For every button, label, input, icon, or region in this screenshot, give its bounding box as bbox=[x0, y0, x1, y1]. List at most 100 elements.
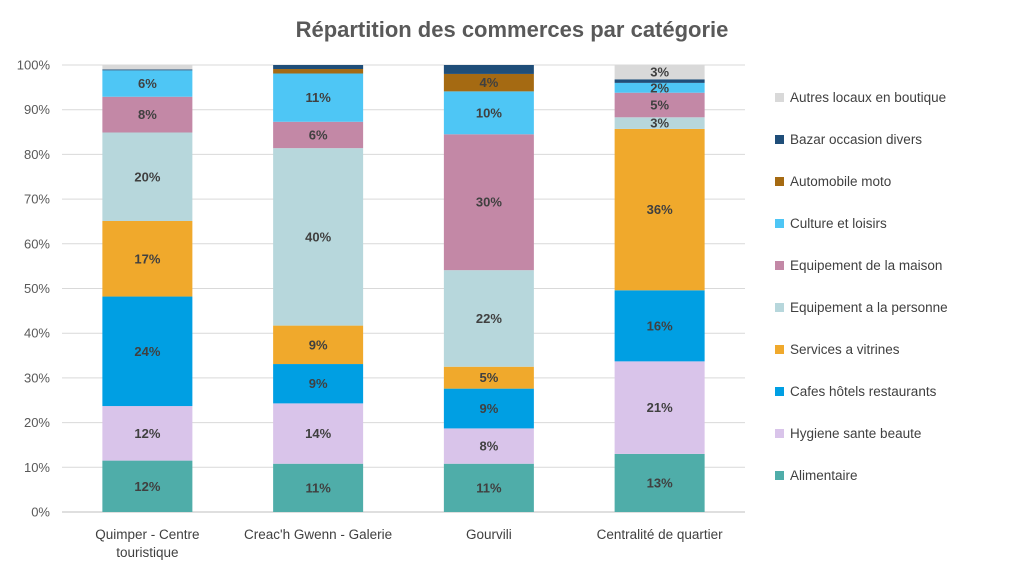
bar-segment-services-a-vitrines bbox=[443, 366, 534, 389]
legend-item-equipement-de-la-maison: Equipement de la maison bbox=[775, 258, 942, 273]
legend-label: Equipement a la personne bbox=[790, 300, 948, 315]
legend-label: Automobile moto bbox=[790, 174, 891, 189]
data-label: 10% bbox=[476, 105, 502, 120]
bar-segment-hygiene-sante-beaute bbox=[102, 406, 193, 461]
legend-item-services-a-vitrines: Services a vitrines bbox=[775, 342, 900, 357]
legend-label: Culture et loisirs bbox=[790, 216, 887, 231]
legend-swatch bbox=[775, 135, 784, 144]
y-tick-label: 30% bbox=[24, 370, 50, 385]
legend-swatch bbox=[775, 261, 784, 270]
bar-segment-equipement-de-la-maison bbox=[102, 96, 193, 133]
x-category-label: Centralité de quartier bbox=[597, 527, 724, 542]
bar-segment-alimentaire bbox=[273, 463, 364, 512]
legend-item-hygiene-sante-beaute: Hygiene sante beaute bbox=[775, 426, 921, 441]
data-label: 36% bbox=[647, 202, 673, 217]
x-category-label: Creac'h Gwenn - Galerie bbox=[244, 527, 392, 542]
data-label: 5% bbox=[650, 98, 669, 113]
data-label: 21% bbox=[647, 400, 673, 415]
legend-swatch bbox=[775, 219, 784, 228]
legend-label: Autres locaux en boutique bbox=[790, 90, 946, 105]
bar-segment-services-a-vitrines bbox=[614, 128, 705, 291]
bar-segment-equipement-de-la-maison bbox=[443, 134, 534, 271]
data-label: 11% bbox=[305, 90, 331, 105]
y-tick-label: 40% bbox=[24, 326, 50, 341]
data-label: 9% bbox=[479, 401, 498, 416]
bar-segment-alimentaire bbox=[102, 460, 193, 512]
bar-segment-alimentaire bbox=[614, 453, 705, 512]
legend-label: Bazar occasion divers bbox=[790, 132, 922, 147]
y-tick-label: 70% bbox=[24, 192, 50, 207]
legend-label: Services a vitrines bbox=[790, 342, 900, 357]
bar-segment-automobile-moto bbox=[443, 73, 534, 92]
bar-segment-services-a-vitrines bbox=[273, 325, 364, 365]
data-label: 20% bbox=[134, 169, 160, 184]
data-label: 24% bbox=[134, 344, 160, 359]
data-label: 9% bbox=[309, 376, 328, 391]
legend-label: Hygiene sante beaute bbox=[790, 426, 921, 441]
bar-segment-culture-et-loisirs bbox=[443, 91, 534, 135]
legend-swatch bbox=[775, 429, 784, 438]
bar-segment-cafes-hotels-restaurants bbox=[273, 364, 364, 404]
bar-segment-hygiene-sante-beaute bbox=[614, 361, 705, 454]
bar-segment-cafes-hotels-restaurants bbox=[102, 296, 193, 407]
bar-segment-equipement-a-la-personne bbox=[443, 270, 534, 367]
bar-segment-bazar-occasion-divers bbox=[614, 79, 705, 83]
data-labels: 12% 12% 24% 17% 20% 8% 6% 11% 14% 9% 9% 40% 6% 11% 11%… bbox=[134, 65, 673, 496]
bar-segment-hygiene-sante-beaute bbox=[443, 428, 534, 464]
legend-swatch bbox=[775, 93, 784, 102]
legend-swatch bbox=[775, 177, 784, 186]
data-label: 6% bbox=[138, 76, 157, 91]
bar-segment-equipement-a-la-personne bbox=[273, 148, 364, 326]
legend-swatch bbox=[775, 345, 784, 354]
data-label: 3% bbox=[650, 116, 669, 131]
bar-segment-culture-et-loisirs bbox=[614, 82, 705, 93]
bar-segment-bazar-occasion-divers bbox=[273, 65, 364, 70]
legend-item-alimentaire: Alimentaire bbox=[775, 468, 858, 483]
data-label: 9% bbox=[309, 337, 328, 352]
y-axis: 0% 10% 20% 30% 40% 50% 60% 70% 80% 90% 100% bbox=[17, 58, 51, 520]
data-label: 17% bbox=[134, 251, 160, 266]
x-category-label: Gourvili bbox=[466, 527, 512, 542]
legend-swatch bbox=[775, 303, 784, 312]
data-label: 40% bbox=[305, 229, 331, 244]
chart-title: Répartition des commerces par catégorie bbox=[296, 17, 729, 42]
y-tick-label: 50% bbox=[24, 281, 50, 296]
bar-segment-hygiene-sante-beaute bbox=[273, 403, 364, 464]
legend-label: Alimentaire bbox=[790, 468, 858, 483]
y-tick-label: 10% bbox=[24, 460, 50, 475]
data-label: 12% bbox=[134, 479, 160, 494]
data-label: 22% bbox=[476, 311, 502, 326]
bar-segment-equipement-a-la-personne bbox=[614, 117, 705, 129]
data-label: 2% bbox=[650, 80, 669, 95]
x-category-label: Quimper - Centre touristique bbox=[95, 527, 199, 560]
legend-item-autres-locaux-en-boutique: Autres locaux en boutique bbox=[775, 90, 946, 105]
data-label: 13% bbox=[647, 475, 673, 490]
bar-segment-services-a-vitrines bbox=[102, 221, 193, 297]
y-tick-label: 0% bbox=[31, 505, 50, 520]
legend-item-cafes-hotels-restaurants: Cafes hôtels restaurants bbox=[775, 384, 937, 399]
bar-segment-alimentaire bbox=[443, 463, 534, 512]
data-label: 14% bbox=[305, 426, 331, 441]
legend-item-culture-et-loisirs: Culture et loisirs bbox=[775, 216, 887, 231]
data-label: 30% bbox=[476, 195, 502, 210]
data-label: 8% bbox=[138, 107, 157, 122]
legend-item-equipement-a-la-personne: Equipement a la personne bbox=[775, 300, 948, 315]
legend-swatch bbox=[775, 387, 784, 396]
x-axis: Quimper - Centre touristique Creac'h Gwenn… bbox=[95, 527, 723, 560]
data-label: 12% bbox=[134, 426, 160, 441]
legend-swatch bbox=[775, 471, 784, 480]
data-label: 5% bbox=[479, 370, 498, 385]
bar-segment-culture-et-loisirs bbox=[273, 73, 364, 122]
data-label: 11% bbox=[476, 480, 502, 495]
bar-segment-bazar-occasion-divers bbox=[443, 65, 534, 74]
y-tick-label: 20% bbox=[24, 415, 50, 430]
y-tick-label: 100% bbox=[17, 58, 51, 73]
bar-segment-autres-locaux-en-boutique bbox=[614, 65, 705, 80]
y-tick-label: 60% bbox=[24, 236, 50, 251]
data-label: 3% bbox=[650, 65, 669, 80]
bar-segment-equipement-a-la-personne bbox=[102, 132, 193, 222]
legend-item-bazar-occasion-divers: Bazar occasion divers bbox=[775, 132, 922, 147]
data-label: 16% bbox=[647, 318, 673, 333]
